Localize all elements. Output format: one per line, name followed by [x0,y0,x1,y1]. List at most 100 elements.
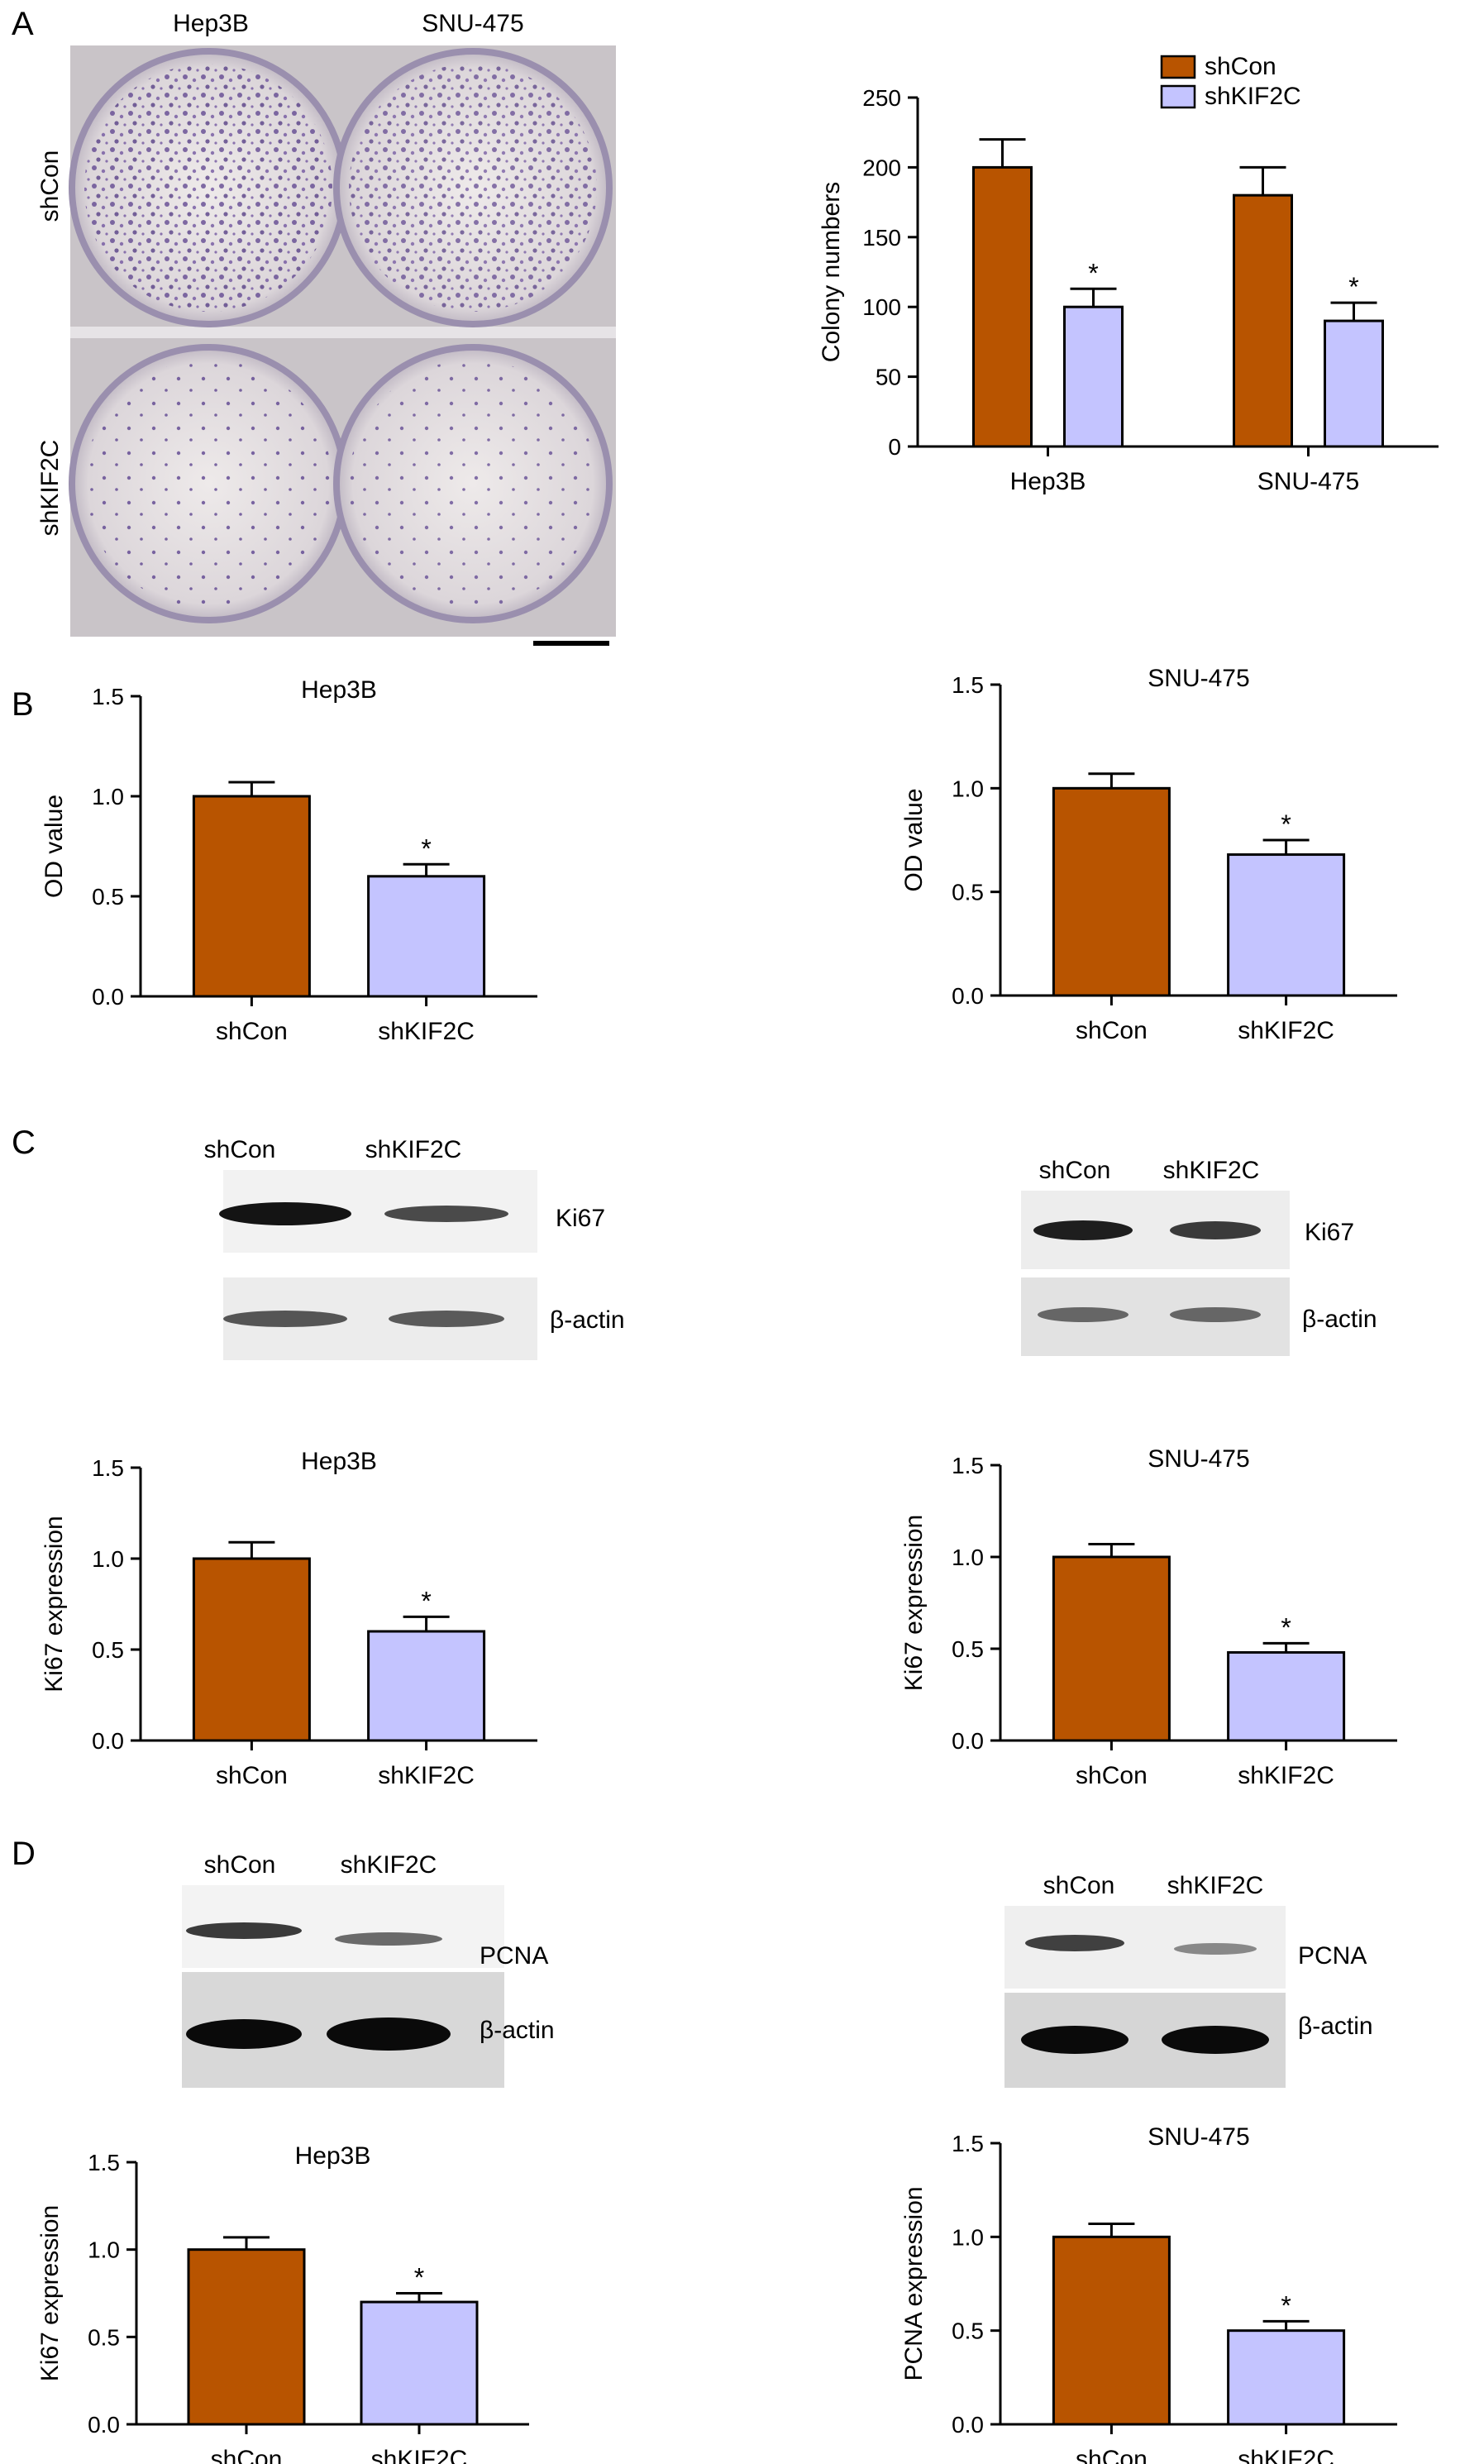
y-tick-label: 0.5 [952,1636,984,1662]
y-tick-label: 150 [862,225,901,251]
chart-title: SNU-475 [1148,1445,1249,1473]
y-axis-label: PCNA expression [900,2186,928,2380]
bar [360,2300,479,2426]
y-tick-label: 1.0 [952,2224,984,2250]
legend-swatch [1160,55,1196,79]
y-tick-label: 1.0 [952,1545,984,1570]
y-tick-label: 0.0 [92,1728,124,1754]
blot-c-right: shCon shKIF2C Ki67 β-actin [1021,1157,1377,1356]
x-tick-label: shKIF2C [371,2446,468,2464]
legend-swatch [1160,84,1196,109]
bar [192,1557,311,1742]
bar [192,795,311,998]
photo-col-label-snu475: SNU-475 [422,10,523,37]
y-tick-label: 0.0 [92,984,124,1010]
chart-title: Hep3B [295,2142,371,2170]
x-tick-label: shCon [1076,1017,1148,1044]
y-axis-label: OD value [900,788,928,891]
bar-chart-od-snu475: 0.0 0.5 1.0 1.5 OD value SNU-475 shCon shKIF2C * [900,665,1397,1044]
blot-row-label: β-actin [550,1306,625,1334]
y-axis-label: OD value [41,795,68,898]
blot-row-label: β-actin [1298,2013,1373,2040]
y-tick-label: 0.5 [88,2324,120,2350]
y-tick-label: 0 [888,434,901,460]
blot-row-label: β-actin [1302,1306,1377,1333]
blot-lane-label: shCon [204,1851,276,1879]
blot-lane-label: shCon [1043,1872,1115,1899]
bar-chart-colony-numbers: 0 50 100 150 200 250 Colony numbers Hep3B SNU-47… [818,53,1439,495]
significance-marker: * [1281,2290,1291,2320]
chart-title: Hep3B [301,1448,377,1475]
bar [1233,193,1293,448]
significance-marker: * [1348,272,1358,302]
scale-bar [533,641,609,646]
x-tick-label: shCon [216,1018,288,1045]
x-tick-label: shKIF2C [378,1762,475,1789]
significance-marker: * [1281,1612,1291,1642]
y-tick-label: 250 [862,85,901,111]
y-tick-label: 50 [876,365,901,390]
y-tick-label: 1.0 [952,776,984,801]
x-tick-label: shKIF2C [378,1018,475,1045]
blot-row-label: PCNA [1298,1942,1367,1970]
bar [367,875,486,998]
x-tick-label: shCon [1076,1762,1148,1789]
panel-label-c: C [12,1125,36,1161]
y-axis-label: Ki67 expression [900,1515,928,1691]
x-tick-label: shCon [211,2446,283,2464]
bar-chart-ki67-hep3b: 0.0 0.5 1.0 1.5 Ki67 expression Hep3B shCon shK… [41,1448,537,1789]
blot-lane-label: shCon [204,1136,276,1163]
y-tick-label: 200 [862,155,901,180]
chart-title: SNU-475 [1148,665,1249,692]
chart-title: SNU-475 [1148,2123,1249,2151]
x-tick-label: SNU-475 [1257,468,1359,495]
y-axis-label: Colony numbers [818,182,845,362]
y-axis-label: Ki67 expression [41,1516,68,1692]
photo-col-label-hep3b: Hep3B [173,10,249,37]
panel-label-b: B [12,686,34,723]
y-tick-label: 1.0 [92,1546,124,1572]
bar-chart-od-hep3b: 0.0 0.5 1.0 1.5 OD value Hep3B shCon shKIF2C * [41,676,537,1045]
blot-lane-label: shKIF2C [341,1851,437,1879]
blot-d-left: shCon shKIF2C PCNA β-actin [182,1851,555,2088]
bar [1227,2329,1346,2426]
significance-marker: * [1088,258,1098,288]
x-tick-label: shKIF2C [1238,2446,1334,2464]
bar [1324,319,1384,448]
blot-lane-label: shKIF2C [1167,1872,1264,1899]
bar-chart-ki67-snu475: 0.0 0.5 1.0 1.5 Ki67 expression SNU-475 shCon s… [900,1445,1397,1789]
blot-row-label: Ki67 [556,1205,605,1232]
y-tick-label: 1.5 [92,684,124,709]
significance-marker: * [1281,809,1291,839]
x-tick-label: Hep3B [1010,468,1086,495]
y-tick-label: 1.5 [952,672,984,698]
x-tick-label: shKIF2C [1238,1762,1334,1789]
blot-row-label: Ki67 [1305,1219,1354,1246]
y-tick-label: 100 [862,294,901,320]
y-tick-label: 0.5 [952,880,984,905]
significance-marker: * [414,2263,424,2293]
legend-label: shCon [1205,53,1276,80]
bar [1052,786,1171,997]
blot-c-left: shCon shKIF2C Ki67 β-actin [204,1136,625,1360]
panel-label-a: A [12,6,34,42]
y-tick-label: 1.0 [88,2237,120,2263]
bar-chart-pcna-snu475: 0.0 0.5 1.0 1.5 PCNA expression SNU-475 shCon s… [900,2123,1397,2464]
bar [1227,1650,1346,1742]
panel-label-d: D [12,1836,36,1872]
y-tick-label: 0.0 [952,1728,984,1754]
bar [187,2248,306,2426]
y-axis-label: Ki67 expression [36,2205,64,2381]
blot-d-right: shCon shKIF2C PCNA β-actin [1004,1872,1373,2088]
y-tick-label: 1.0 [92,784,124,809]
blot-lane-label: shKIF2C [1163,1157,1260,1184]
x-tick-label: shCon [216,1762,288,1789]
significance-marker: * [421,833,431,863]
bar [1227,853,1346,997]
blot-lane-label: shCon [1039,1157,1111,1184]
y-tick-label: 0.0 [88,2412,120,2438]
colony-photo [69,45,616,646]
x-tick-label: shKIF2C [1238,1017,1334,1044]
bar-chart-ki67-hep3b-d: 0.0 0.5 1.0 1.5 Ki67 expression Hep3B shCon shK… [36,2142,529,2464]
